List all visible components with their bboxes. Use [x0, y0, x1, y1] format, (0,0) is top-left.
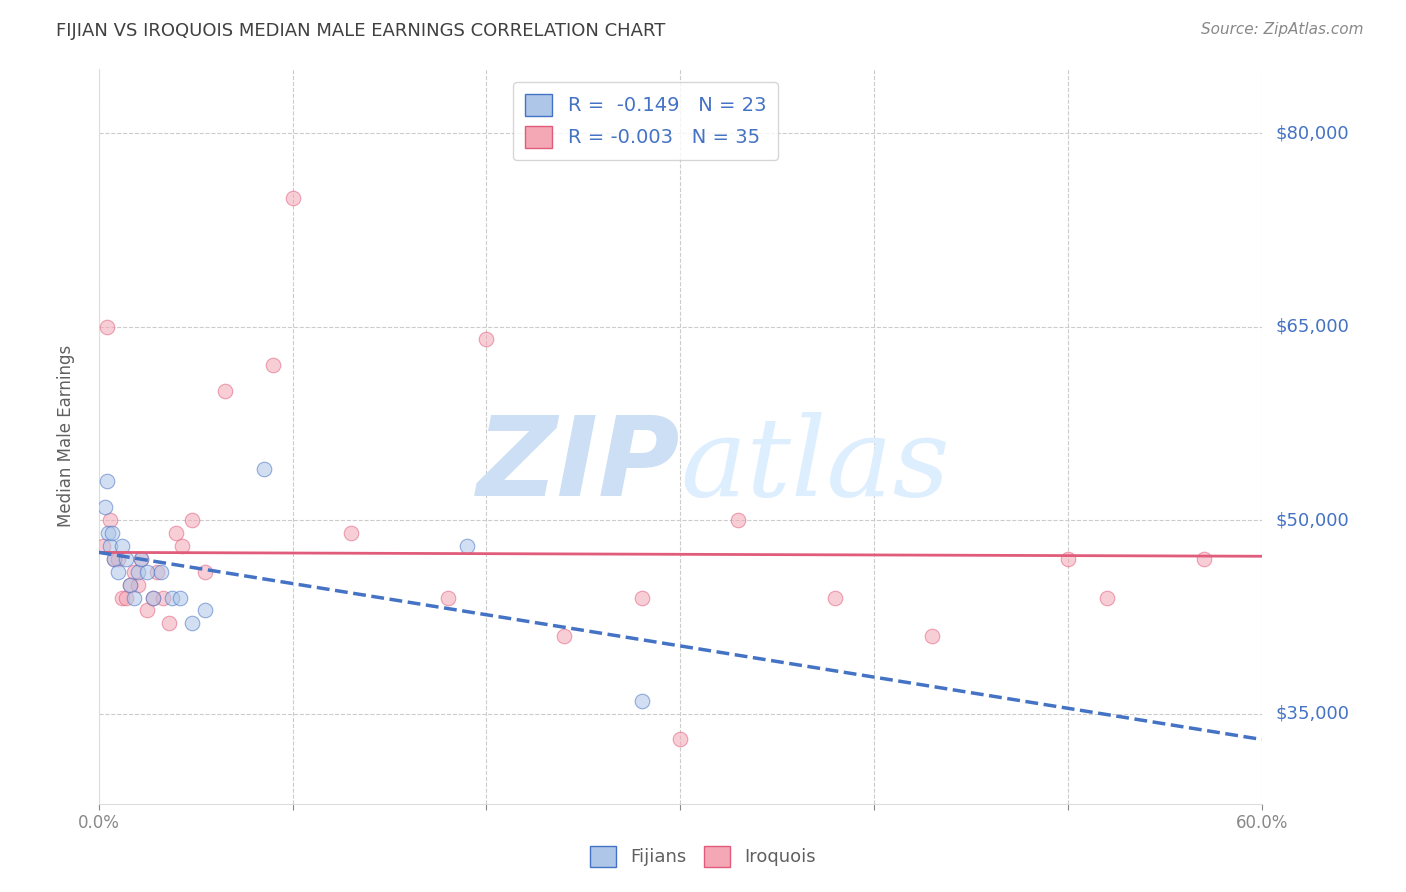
Point — [630, 591, 652, 605]
Point — [146, 565, 169, 579]
Point — [669, 732, 692, 747]
Point — [1095, 591, 1118, 605]
Text: FIJIAN VS IROQUOIS MEDIAN MALE EARNINGS CORRELATION CHART: FIJIAN VS IROQUOIS MEDIAN MALE EARNINGS … — [56, 22, 665, 40]
Point — [111, 539, 134, 553]
Point — [107, 551, 129, 566]
Point — [142, 591, 165, 605]
Text: ZIP: ZIP — [477, 412, 681, 519]
Point — [91, 539, 114, 553]
Point — [96, 475, 118, 489]
Point — [252, 461, 274, 475]
Point — [107, 565, 129, 579]
Point — [172, 539, 194, 553]
Point — [1057, 551, 1080, 566]
Point — [122, 591, 145, 605]
Point — [149, 565, 172, 579]
Point — [122, 565, 145, 579]
Text: $65,000: $65,000 — [1275, 318, 1350, 335]
Point — [169, 591, 191, 605]
Point — [162, 591, 184, 605]
Text: Source: ZipAtlas.com: Source: ZipAtlas.com — [1201, 22, 1364, 37]
Point — [111, 591, 134, 605]
Point — [214, 384, 236, 398]
Point — [97, 526, 120, 541]
Legend: R =  -0.149   N = 23, R = -0.003   N = 35: R = -0.149 N = 23, R = -0.003 N = 35 — [513, 82, 778, 160]
Y-axis label: Median Male Earnings: Median Male Earnings — [58, 345, 75, 527]
Point — [131, 551, 153, 566]
Point — [824, 591, 846, 605]
Point — [131, 551, 153, 566]
Point — [436, 591, 458, 605]
Text: atlas: atlas — [681, 412, 950, 519]
Point — [281, 190, 304, 204]
Point — [553, 629, 575, 643]
Point — [262, 359, 284, 373]
Point — [152, 591, 174, 605]
Text: $50,000: $50,000 — [1275, 511, 1350, 529]
Point — [475, 333, 498, 347]
Legend: Fijians, Iroquois: Fijians, Iroquois — [583, 838, 823, 874]
Point — [96, 319, 118, 334]
Point — [127, 577, 149, 591]
Point — [142, 591, 165, 605]
Point — [727, 513, 749, 527]
Point — [118, 577, 141, 591]
Point — [180, 513, 202, 527]
Point — [165, 526, 187, 541]
Point — [100, 513, 122, 527]
Point — [103, 551, 125, 566]
Point — [630, 694, 652, 708]
Point — [339, 526, 361, 541]
Point — [101, 526, 124, 541]
Text: $80,000: $80,000 — [1275, 124, 1350, 142]
Point — [127, 565, 149, 579]
Point — [118, 577, 141, 591]
Point — [180, 616, 202, 631]
Point — [157, 616, 180, 631]
Point — [136, 565, 159, 579]
Point — [921, 629, 943, 643]
Point — [115, 551, 138, 566]
Point — [100, 539, 122, 553]
Point — [194, 603, 217, 617]
Point — [93, 500, 115, 515]
Text: $35,000: $35,000 — [1275, 705, 1350, 723]
Point — [136, 603, 159, 617]
Point — [456, 539, 478, 553]
Point — [194, 565, 217, 579]
Point — [1192, 551, 1215, 566]
Point — [115, 591, 138, 605]
Point — [103, 551, 125, 566]
